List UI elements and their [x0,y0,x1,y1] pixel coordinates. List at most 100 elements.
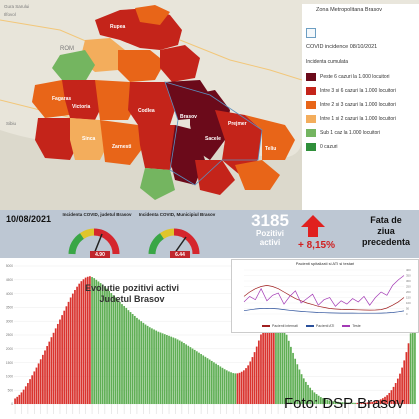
inset-series-line [243,307,405,314]
bar [84,277,87,404]
bar [112,295,115,404]
bar [367,402,369,404]
bar [163,334,166,404]
inset-legend-label: Pacienti internati [272,324,298,328]
bar [22,389,25,404]
bar [116,299,119,404]
metro-zone-outline [164,81,263,186]
county-label: Prejmer [228,121,247,127]
bar [123,306,125,404]
bar [251,357,254,404]
bar [294,358,297,404]
bar [80,281,83,404]
bar [67,301,70,404]
bar [191,348,194,404]
bar [405,352,408,404]
inset-chart: Pacienti spitalizati si ATI si testari 0… [231,259,419,333]
bar [341,402,344,404]
gauge-red-arc [173,228,200,255]
bar [309,387,312,404]
county-label: Codlea [138,108,155,114]
bar [230,372,232,404]
pozitivi-label-line: activi [259,238,281,247]
gauge-yellow-arc [79,228,95,239]
legend-item: 0 cazuri [306,142,338,151]
bar [255,346,258,404]
bar [228,371,230,404]
pozitivi-count: 3185 [251,211,289,230]
y-tick-label: 500 [8,388,14,392]
bar [253,352,256,404]
bar [46,346,48,404]
bar [322,398,324,404]
legend-swatch [306,100,316,109]
zone-swatch [306,28,316,38]
gauge-yellow-arc [159,228,175,239]
bar [121,304,123,404]
bar [332,401,335,404]
bar [281,323,284,404]
bar [97,281,100,404]
bar [174,338,177,404]
region [170,125,205,185]
bar [176,339,179,404]
chart-title: Evolutie pozitivi activi Judetul Brasov [62,283,202,305]
place-label: Sibiu [6,121,17,126]
bar [215,363,217,404]
bar [379,399,382,404]
inset-y-tick-label: 200 [406,290,411,294]
bar [240,371,243,404]
bars [14,276,416,414]
date-label: 10/08/2021 [6,214,52,224]
bar [275,314,277,404]
inset-y-tick-label: 250 [406,285,411,289]
inset-y-tick-label: 400 [406,268,411,272]
bar [110,293,113,404]
bar [168,335,170,404]
bar [354,402,356,404]
bar [234,373,237,404]
county-label: Victoria [72,104,90,110]
bar [213,362,215,404]
bar [300,374,303,404]
county-label: Teliu [265,146,276,152]
legend-item: Sub 1 caz la 1.000 locuitori [306,128,380,137]
bar [219,366,222,404]
bar [347,402,350,404]
bar [247,365,249,404]
bar [144,324,147,404]
legend-item: Peste 6 cazuri la 1.000 locuitori [306,72,389,81]
bar [71,293,74,404]
legend-label: Intre 1 si 2 cazuri la 1.000 locuitori [320,115,396,122]
inset-series-line [243,285,405,311]
bar [193,349,196,404]
inset-y-tick-label: 0 [406,312,408,316]
inset-lines [243,275,405,314]
region [160,45,200,82]
bar [403,360,406,404]
region [118,50,165,82]
inset-y-tick-label: 100 [406,301,411,305]
bar [29,379,31,404]
bar [386,395,388,404]
bar [371,401,374,404]
bar [245,368,247,404]
bar [352,402,354,404]
bar [65,306,68,404]
bar [339,402,341,404]
region [70,118,110,160]
bar [305,381,307,404]
bar [407,343,410,404]
inset-y-tick-label: 150 [406,296,411,300]
county-map: Gura Sarului Ilfovol ROM Sibiu Rupea Fag… [0,0,302,210]
bar [69,297,72,404]
bar [345,402,348,404]
bar [292,352,294,404]
bar [349,402,352,404]
bar [392,386,395,404]
county-label: Zarnesti [112,144,132,150]
legend-title: COVID incidence 08/10/2021 [306,44,378,50]
bar [373,401,376,404]
bar [183,343,185,404]
